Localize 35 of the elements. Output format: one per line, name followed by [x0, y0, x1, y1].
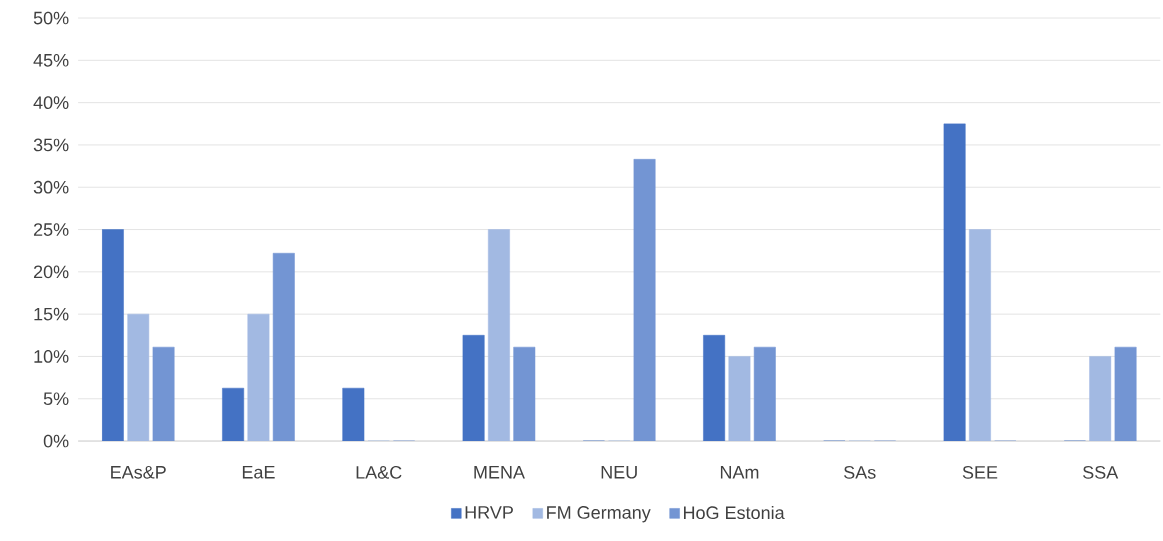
y-tick-label: 50% [33, 11, 69, 25]
y-tick-label: 35% [33, 138, 69, 152]
y-tick-label: 40% [33, 96, 69, 109]
y-tick-label: 0% [43, 434, 69, 448]
x-tick-label: SSA [1083, 465, 1119, 479]
x-tick-label: LA&C [356, 465, 402, 479]
bar [1089, 356, 1112, 441]
legend-label: HRVP [465, 506, 513, 519]
bar [969, 229, 991, 441]
bar [703, 334, 726, 441]
y-tick-label: 10% [34, 350, 69, 363]
bar [728, 356, 751, 441]
bar [488, 229, 510, 441]
legend-label: FM Germany [547, 506, 651, 523]
y-tick-label: 30% [33, 180, 69, 194]
x-tick-label: MENA [474, 465, 525, 479]
legend-label: HoG Estonia [684, 505, 785, 520]
bar [127, 313, 150, 441]
x-tick-label: SAs [844, 465, 876, 479]
bar [462, 334, 485, 441]
y-tick-label: 25% [33, 223, 69, 236]
bar [101, 229, 124, 441]
y-tick-label: 20% [33, 265, 69, 279]
bar [943, 123, 966, 441]
x-tick-label: EAs&P [111, 465, 166, 479]
y-tick-label: 5% [43, 392, 69, 406]
x-tick-label: NAm [720, 465, 759, 479]
bar [222, 387, 245, 441]
x-tick-label: NEU [601, 465, 637, 479]
y-tick-label: 45% [33, 53, 69, 67]
y-tick-label: 15% [34, 307, 69, 321]
bar [247, 313, 270, 441]
bar [342, 387, 365, 441]
x-tick-label: SEE [962, 465, 998, 479]
x-tick-label: EaE [242, 465, 275, 479]
